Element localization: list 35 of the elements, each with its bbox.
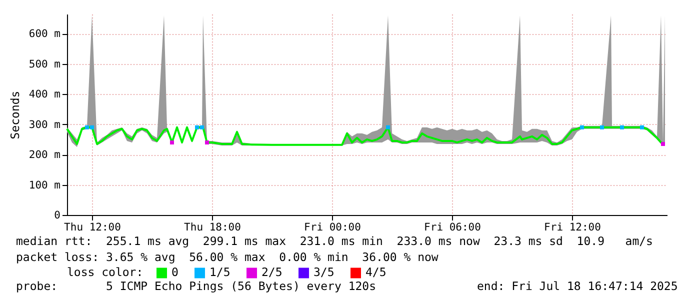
point [640, 125, 644, 130]
y-tick-label: 500 m [28, 58, 60, 70]
x-tick-label: Fri 12:00 [544, 222, 601, 234]
legend-label: 0 [172, 265, 178, 280]
point [90, 125, 94, 130]
x-tick-label: Thu 18:00 [184, 222, 241, 234]
point [386, 125, 390, 130]
point [170, 140, 174, 144]
text: probe: 5 ICMP Echo Pings (56 Bytes) every 120s [16, 279, 376, 293]
legend-label: 3/5 [314, 265, 334, 280]
legend-label: 1/5 [210, 265, 230, 280]
y-tick-label: 200 m [28, 149, 60, 162]
text: median rtt: 255.1 ms avg 299.1 ms max 231.0 ms min 233.0 ms now 23.3 ms sd 10.9 am/s [16, 234, 653, 248]
point [195, 125, 199, 130]
point [620, 125, 624, 130]
y-tick-label: 0 [54, 210, 60, 222]
point [600, 125, 604, 130]
point [85, 125, 89, 130]
y-tick-label: 600 m [28, 28, 60, 40]
y-tick-label: 300 m [28, 118, 60, 131]
point [580, 125, 584, 130]
y-tick-label: 400 m [28, 88, 60, 101]
text: end: Fri Jul 18 16:47:14 2025 [477, 279, 678, 293]
point [661, 142, 665, 146]
point [200, 125, 204, 130]
y-tick-label: 100 m [28, 179, 60, 192]
x-tick-label: Fri 00:00 [304, 222, 361, 234]
y-axis-title: Seconds [8, 90, 22, 140]
legend-label: 2/5 [262, 265, 282, 280]
text: packet loss: 3.65 % avg 56.00 % max 0.00 % min 36.00 % now [16, 250, 438, 264]
x-tick-label: Fri 06:00 [424, 222, 481, 234]
x-tick-label: Thu 12:00 [64, 222, 121, 234]
legend-label: 4/5 [366, 265, 386, 280]
point [205, 140, 209, 144]
legend-title: loss color: [67, 265, 144, 279]
